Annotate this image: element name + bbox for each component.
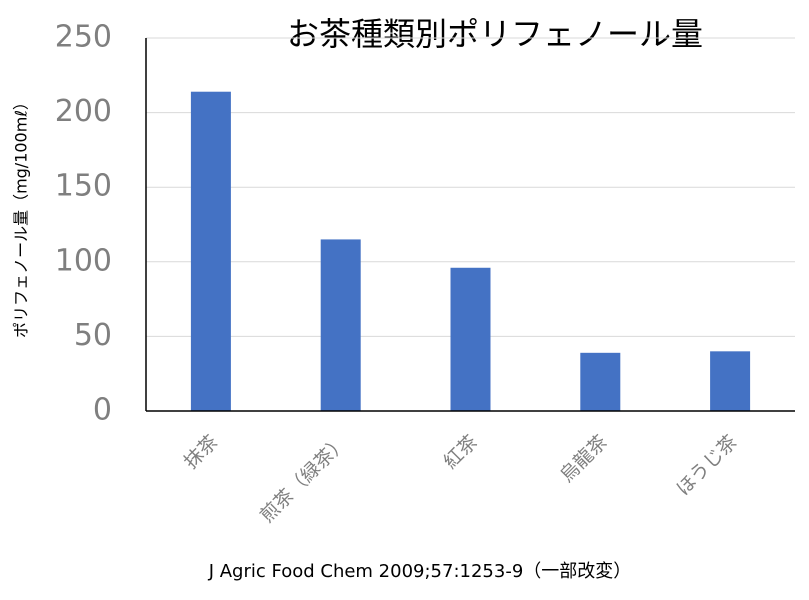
- y-tick-label: 50: [74, 318, 112, 353]
- source-note: J Agric Food Chem 2009;57:1253-9（一部改変）: [208, 561, 632, 582]
- y-tick-label: 250: [55, 20, 112, 55]
- bar: [580, 352, 621, 411]
- bar: [710, 351, 751, 411]
- bar: [190, 91, 231, 411]
- y-tick-label: 150: [55, 169, 112, 204]
- chart-title: お茶種類別ポリフェノール量: [287, 15, 703, 53]
- bar: [320, 239, 361, 411]
- bar: [450, 267, 491, 411]
- y-tick-label: 100: [55, 243, 112, 278]
- y-tick-label: 0: [93, 393, 112, 428]
- y-tick-label: 200: [55, 94, 112, 129]
- y-axis-label: ポリフェノール量（mg/100mℓ）: [12, 94, 31, 338]
